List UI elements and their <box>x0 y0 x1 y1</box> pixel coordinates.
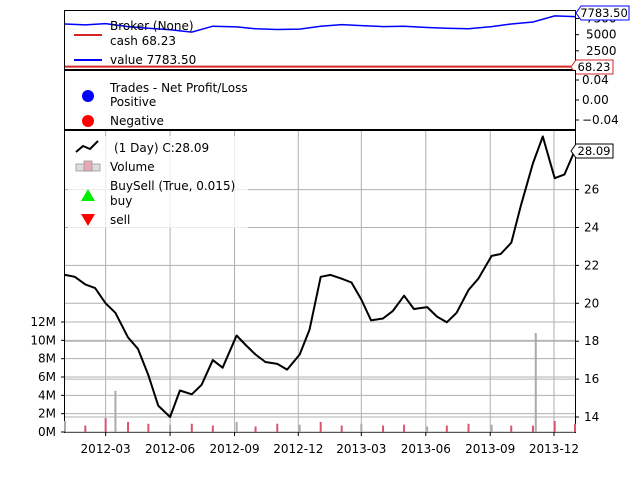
buysell-legend-title: BuySell (True, 0.015) <box>110 179 235 193</box>
broker-legend-title: Broker (None) <box>110 19 194 33</box>
price-y-tick-label: 24 <box>584 221 599 235</box>
volume-bar <box>169 424 172 432</box>
volume-y-tick-label: 0M <box>38 425 56 439</box>
sell-legend-label: sell <box>110 213 130 227</box>
price-y-tick-label: 16 <box>584 372 599 386</box>
trades-legend-title: Trades - Net Profit/Loss <box>109 81 248 95</box>
broker-lines <box>64 15 576 68</box>
volume-bar <box>467 423 470 432</box>
volume-bar <box>426 426 429 432</box>
close-tag-text: 28.09 <box>578 144 611 158</box>
close-tag: 28.09 <box>570 143 614 159</box>
volume-bar <box>276 423 279 432</box>
price-y-tick-label: 22 <box>584 258 599 272</box>
price-y-tick-label: 26 <box>584 183 599 197</box>
x-tick-label: 2013-06 <box>401 442 451 456</box>
volume-bars <box>64 333 576 432</box>
volume-legend-label: Volume <box>110 160 155 174</box>
buy-legend-label: buy <box>110 194 132 208</box>
price-y-ticks: 14 16 18 20 22 24 26 <box>575 183 599 424</box>
x-tick-label: 2012-09 <box>209 442 259 456</box>
price-y-tick-label: 20 <box>584 296 599 310</box>
close-legend-label: (1 Day) C:28.09 <box>114 141 209 155</box>
positive-legend-label: Positive <box>110 95 156 109</box>
close-tag-box <box>570 143 614 159</box>
buy-legend-marker <box>81 189 95 201</box>
close-price-line <box>64 135 576 418</box>
volume-y-tick-label: 4M <box>38 388 56 402</box>
x-tick-label: 2013-03 <box>336 442 386 456</box>
value-tag-text: 7783.50 <box>580 6 628 20</box>
value-tag-box <box>575 5 630 21</box>
volume-legend-bar <box>83 160 93 172</box>
volume-bar <box>340 425 343 432</box>
volume-bar <box>360 423 363 432</box>
volume-bar <box>127 421 130 432</box>
volume-bar <box>531 425 534 432</box>
cash-tag: 68.23 <box>570 59 614 75</box>
volume-bar <box>147 423 150 432</box>
broker-panel: 250050007500 Broker (None) cash 68.23 va… <box>64 5 630 75</box>
price-line-group <box>64 135 576 418</box>
price-y-tick-label: 14 <box>584 410 599 424</box>
sell-legend-marker <box>81 214 95 226</box>
value-line <box>64 15 576 33</box>
cash-tag-text: 68.23 <box>578 60 611 74</box>
volume-bar <box>534 333 537 432</box>
volume-bar <box>190 423 193 432</box>
trades-y-tick-label: −0.04 <box>582 113 619 127</box>
broker-y-tick-label: 5000 <box>586 28 617 42</box>
trades-y-tick-label: 0.04 <box>582 73 609 87</box>
x-tick-label: 2013-12 <box>529 442 579 456</box>
close-legend-swatch <box>75 140 99 153</box>
volume-bar <box>574 423 576 432</box>
volume-bar <box>298 424 301 432</box>
price-legend-background <box>68 136 248 228</box>
volume-bar <box>403 424 406 432</box>
price-legend: (1 Day) C:28.09 Volume BuySell (True, 0.… <box>68 136 248 228</box>
volume-y-tick-label: 12M <box>30 315 56 329</box>
volume-bar <box>445 425 448 432</box>
trades-axes-frame <box>64 70 576 130</box>
volume-legend-swatch <box>75 160 101 172</box>
volume-bar <box>254 426 257 432</box>
cash-legend-label: cash 68.23 <box>110 34 176 48</box>
negative-legend-marker <box>82 115 94 127</box>
volume-bar <box>114 390 117 432</box>
x-tick-label: 2012-03 <box>81 442 131 456</box>
volume-bar <box>211 425 214 432</box>
volume-y-tick-label: 2M <box>38 407 56 421</box>
value-legend-label: value 7783.50 <box>110 53 196 67</box>
volume-bar <box>84 425 87 432</box>
volume-bar <box>64 421 66 432</box>
volume-y-tick-label: 6M <box>38 370 56 384</box>
volume-bar <box>510 425 513 432</box>
volume-y-ticks: 0M 2M 4M 6M 8M 10M 12M <box>30 315 65 439</box>
volume-bar <box>382 425 385 432</box>
volume-bar <box>319 421 322 432</box>
trades-y-tick-label: 0.00 <box>582 93 609 107</box>
x-tick-label: 2013-09 <box>465 442 515 456</box>
volume-bar <box>235 421 238 432</box>
x-tick-label: 2012-06 <box>145 442 195 456</box>
trades-legend: Trades - Net Profit/Loss Positive Negati… <box>82 81 248 128</box>
trades-panel: 0.04 0.00 −0.04 Trades - Net Profit/Loss P… <box>64 70 619 130</box>
positive-legend-marker <box>82 90 94 102</box>
volume-y-tick-label: 10M <box>30 333 56 347</box>
volume-bar <box>104 418 107 432</box>
broker-legend: Broker (None) cash 68.23 value 7783.50 <box>74 19 196 67</box>
value-tag: 7783.50 <box>575 5 630 21</box>
volume-y-tick-label: 8M <box>38 352 56 366</box>
broker-y-tick-label: 2500 <box>586 44 617 58</box>
trades-y-ticks: 0.04 0.00 −0.04 <box>575 73 619 127</box>
x-axis-ticks: 2012-03 2012-06 2012-09 2012-12 2013-03 2013-… <box>81 432 579 456</box>
price-y-tick-label: 18 <box>584 334 599 348</box>
volume-bar <box>490 424 493 432</box>
x-tick-label: 2012-12 <box>273 442 323 456</box>
volume-bar <box>553 421 556 432</box>
broker-axes-frame <box>64 10 576 70</box>
negative-legend-label: Negative <box>110 114 164 128</box>
